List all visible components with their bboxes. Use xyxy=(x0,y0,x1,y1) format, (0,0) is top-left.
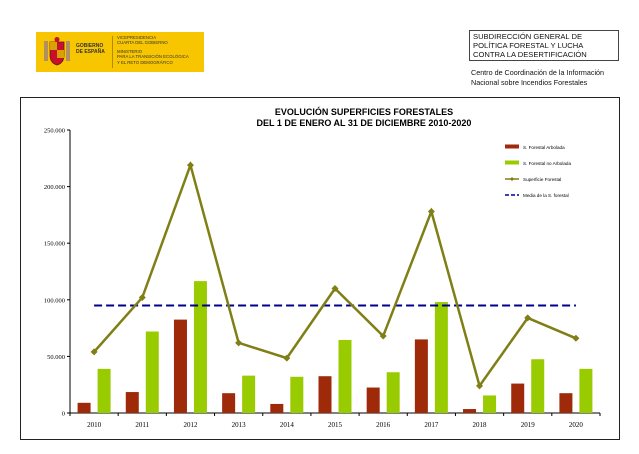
superficie-forestal-point xyxy=(90,348,98,356)
superficie-forestal-point xyxy=(572,334,580,342)
legend-label: S. Forestal no Arbolada xyxy=(523,161,571,166)
bar-arbolada xyxy=(463,409,477,413)
bar-no-arbolada xyxy=(434,302,448,413)
bar-no-arbolada xyxy=(290,376,304,413)
superficie-forestal-point xyxy=(524,314,532,322)
coat-of-arms-icon xyxy=(44,37,70,66)
ministerio-text: VICEPRESIDENCIA CUARTA DEL GOBIERNO MINI… xyxy=(117,35,203,65)
bar-no-arbolada xyxy=(145,331,159,413)
chart-frame xyxy=(20,97,620,440)
bar-no-arbolada xyxy=(386,372,400,413)
x-tick-label: 2017 xyxy=(424,421,439,429)
legend-label: Superficie Forestal xyxy=(523,177,561,182)
forest-area-chart: EVOLUCIÓN SUPERFICIES FORESTALES DEL 1 D… xyxy=(44,106,601,429)
ministerio-line: Y EL RETO DEMOGRÁFICO xyxy=(117,59,173,65)
y-tick-label: 200.000 xyxy=(44,184,65,191)
bar-no-arbolada xyxy=(338,339,352,413)
x-tick-label: 2016 xyxy=(376,421,391,429)
bar-arbolada xyxy=(511,383,525,413)
bar-arbolada xyxy=(125,392,139,413)
y-tick-label: 150.000 xyxy=(44,241,65,248)
x-tick-label: 2013 xyxy=(232,421,247,429)
x-tick-label: 2014 xyxy=(280,421,295,429)
legend-swatch xyxy=(505,144,519,149)
y-tick-label: 50.000 xyxy=(47,354,65,361)
chart-title-line-2: DEL 1 DE ENERO AL 31 DE DICIEMBRE 2010-2… xyxy=(257,118,472,128)
y-tick-label: 0 xyxy=(62,411,65,418)
ministerio-line: PARA LA TRANSICIÓN ECOLÓGICA xyxy=(117,54,189,60)
superficie-forestal-point xyxy=(427,208,435,216)
legend-marker xyxy=(510,177,514,181)
legend-label: Media de la S. forestal xyxy=(523,193,569,198)
bar-no-arbolada xyxy=(193,281,207,413)
legend-swatch xyxy=(505,160,519,165)
bar-arbolada xyxy=(366,387,380,413)
x-tick-label: 2011 xyxy=(135,421,149,429)
bar-no-arbolada xyxy=(97,368,111,413)
vice-line: VICEPRESIDENCIA xyxy=(117,35,157,40)
superficie-forestal-point xyxy=(283,354,291,362)
bar-arbolada xyxy=(270,403,284,413)
x-tick-label: 2010 xyxy=(87,421,102,429)
x-tick-label: 2020 xyxy=(569,421,584,429)
bar-no-arbolada xyxy=(242,375,256,413)
x-tick-label: 2012 xyxy=(183,421,198,429)
superficie-forestal-point xyxy=(235,339,243,347)
bar-arbolada xyxy=(173,319,187,413)
bar-arbolada xyxy=(318,376,332,413)
logo-separator xyxy=(112,36,113,68)
legend-label: S. Forestal Arbolada xyxy=(523,145,565,150)
gobierno-logo: GOBIERNO DE ESPAÑA VICEPRESIDENCIA CUART… xyxy=(36,32,204,72)
subdireccion-box: SUBDIRECCIÓN GENERAL DE POLÍTICA FORESTA… xyxy=(469,30,619,61)
x-tick-label: 2018 xyxy=(473,421,488,429)
ministerio-line: MINISTERIO xyxy=(117,48,143,54)
bar-no-arbolada xyxy=(483,395,497,413)
bar-arbolada xyxy=(559,393,573,413)
bar-arbolada xyxy=(77,402,91,413)
bar-arbolada xyxy=(414,339,428,413)
bar-no-arbolada xyxy=(531,359,545,413)
chart-title-line-1: EVOLUCIÓN SUPERFICIES FORESTALES xyxy=(275,106,453,117)
superficie-forestal-point xyxy=(331,284,339,292)
superficie-forestal-point xyxy=(476,382,484,390)
superficie-forestal-point xyxy=(138,294,146,302)
bar-arbolada xyxy=(222,393,236,413)
superficie-forestal-line xyxy=(93,160,577,389)
bar-no-arbolada xyxy=(579,368,593,413)
gobierno-de-espana-text: GOBIERNO DE ESPAÑA xyxy=(76,43,105,55)
centro-coordinacion-text: Centro de Coordinación de la Información… xyxy=(471,68,605,87)
vice-line: CUARTA DEL GOBIERNO xyxy=(117,40,168,46)
y-tick-label: 100.000 xyxy=(44,297,65,304)
x-tick-label: 2019 xyxy=(521,421,536,429)
superficie-forestal-point xyxy=(186,161,194,169)
x-tick-label: 2015 xyxy=(328,421,343,429)
superficie-forestal-point xyxy=(379,332,387,340)
y-tick-label: 250.000 xyxy=(44,128,65,135)
